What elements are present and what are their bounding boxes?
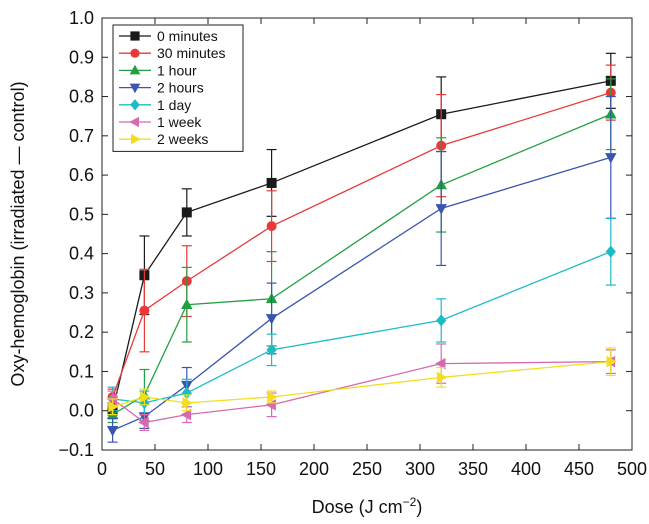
legend-label-30-minutes: 30 minutes (157, 45, 225, 61)
data-point-30-minutes (139, 305, 150, 316)
data-point-2-weeks (436, 371, 448, 384)
legend-marker-1-hour (129, 64, 141, 75)
data-point-2-weeks (182, 397, 193, 409)
data-point-1-day (605, 245, 616, 258)
legend-marker-2-hours (129, 83, 141, 94)
legend-label-2-hours: 2 hours (157, 80, 204, 96)
x-tick-label: 350 (458, 459, 488, 479)
data-point-2-weeks (267, 391, 278, 403)
legend-item-1-week: 1 week (119, 114, 202, 130)
y-tick-label: 0.4 (69, 244, 94, 264)
series-2-weeks (107, 347, 617, 416)
legend-item-0-minutes: 0 minutes (119, 28, 218, 44)
y-tick-label: 0.7 (69, 126, 94, 146)
y-tick-label: 0.5 (69, 204, 94, 224)
y-tick-label: 0.3 (69, 283, 94, 303)
legend-item-1-hour: 1 hour (119, 62, 197, 78)
legend-item-30-minutes: 30 minutes (119, 45, 225, 61)
series-layer (106, 52, 617, 443)
x-tick-label: 450 (564, 459, 594, 479)
data-point-1-week (138, 416, 149, 429)
data-point-30-minutes (266, 221, 277, 232)
y-tick-label: 0.2 (69, 322, 94, 342)
series-line-1-day (112, 251, 612, 404)
legend-label-2-weeks: 2 weeks (157, 131, 208, 147)
legend-marker-1-day (130, 99, 140, 111)
data-point-2-hours (435, 204, 447, 215)
data-point-1-day (436, 314, 447, 327)
x-tick-label: 0 (97, 459, 107, 479)
series-line-30-minutes (111, 91, 611, 398)
legend-item-1-day: 1 day (119, 97, 191, 113)
data-point-2-hours (265, 314, 278, 325)
y-axis-title: Oxy-hemoglobin (irradiated — control) (8, 81, 28, 386)
series-line-1-week (112, 360, 611, 424)
legend-label-1-week: 1 week (157, 114, 202, 130)
x-tick-label: 100 (193, 459, 223, 479)
y-tick-label: 0.0 (69, 401, 94, 421)
x-tick-label: 200 (299, 459, 329, 479)
data-point-0-minutes (266, 177, 277, 188)
data-point-2-weeks (108, 401, 119, 413)
data-point-0-minutes (181, 207, 192, 218)
x-tick-label: 50 (145, 459, 165, 479)
data-point-2-weeks (606, 355, 617, 368)
x-tick-label: 250 (352, 459, 382, 479)
y-tick-label: 0.1 (69, 361, 94, 381)
legend-marker-30-minutes (130, 48, 140, 58)
y-tick-label: 0.6 (69, 165, 94, 185)
data-point-1-week (435, 357, 446, 370)
data-point-1-hour (181, 298, 193, 310)
y-tick-label: 1.0 (69, 8, 94, 28)
legend-marker-0-minutes (130, 31, 140, 41)
x-tick-label: 400 (511, 459, 541, 479)
legend-label-1-day: 1 day (157, 97, 191, 113)
legend-item-2-hours: 2 hours (119, 80, 204, 96)
legend-label-0-minutes: 0 minutes (157, 28, 218, 44)
data-point-1-day (266, 343, 277, 356)
y-tick-label: 0.8 (69, 87, 94, 107)
series-line-2-weeks (112, 360, 611, 408)
axes: 0 50 100 150 200 250 300 350 400 450 500 −0.1 0.0 0.1… (58, 8, 647, 479)
legend-label-1-hour: 1 hour (157, 62, 197, 78)
data-point-2-hours (605, 153, 617, 164)
y-tick-label: −0.1 (58, 440, 94, 460)
series-line-0-minutes (111, 80, 611, 411)
legend-marker-2-weeks (131, 133, 141, 145)
data-point-1-week (180, 408, 192, 421)
x-tick-label: 150 (246, 459, 276, 479)
data-point-2-hours (106, 426, 119, 437)
x-axis-title: Dose (J cm−2) (312, 495, 423, 517)
x-tick-label: 500 (617, 459, 647, 479)
legend-item-2-weeks: 2 weeks (119, 131, 208, 147)
legend-marker-1-week (129, 116, 139, 128)
x-tick-label: 300 (405, 459, 435, 479)
data-point-2-weeks (140, 391, 151, 403)
y-tick-label: 0.9 (69, 47, 94, 67)
